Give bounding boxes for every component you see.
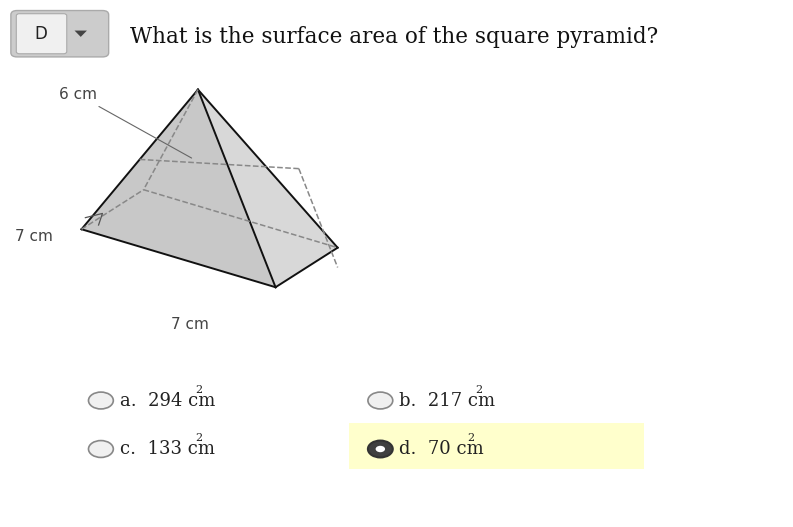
Text: What is the surface area of the square pyramid?: What is the surface area of the square p… xyxy=(130,26,658,48)
Text: D: D xyxy=(35,25,48,43)
FancyBboxPatch shape xyxy=(17,14,67,54)
Text: a.  294 cm: a. 294 cm xyxy=(120,392,215,409)
Text: 2: 2 xyxy=(475,385,482,395)
Polygon shape xyxy=(82,90,275,287)
Text: 2: 2 xyxy=(467,434,474,443)
Polygon shape xyxy=(82,90,198,229)
Text: c.  133 cm: c. 133 cm xyxy=(120,440,215,458)
Circle shape xyxy=(89,441,113,457)
Circle shape xyxy=(376,446,385,452)
FancyBboxPatch shape xyxy=(11,11,109,57)
Text: 2: 2 xyxy=(196,385,203,395)
Text: 2: 2 xyxy=(196,434,203,443)
Circle shape xyxy=(368,392,393,409)
Text: 7 cm: 7 cm xyxy=(171,317,209,332)
Polygon shape xyxy=(198,90,338,287)
Text: b.  217 cm: b. 217 cm xyxy=(399,392,495,409)
FancyBboxPatch shape xyxy=(349,423,644,469)
Circle shape xyxy=(89,392,113,409)
Polygon shape xyxy=(75,31,87,37)
Circle shape xyxy=(368,441,393,457)
Text: d.  70 cm: d. 70 cm xyxy=(399,440,484,458)
Text: 7 cm: 7 cm xyxy=(15,229,53,243)
Text: 6 cm: 6 cm xyxy=(59,87,192,158)
